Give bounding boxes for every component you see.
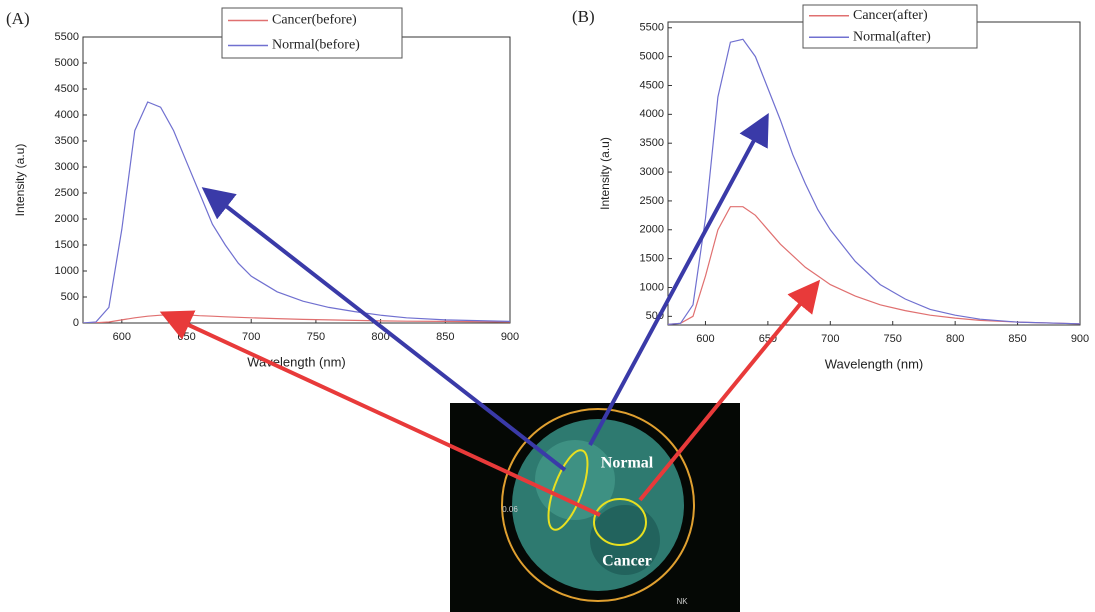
x-tick-label: 850 — [436, 331, 454, 343]
x-tick-label: 900 — [1071, 333, 1089, 345]
y-tick-label: 1000 — [55, 265, 79, 277]
legend-label: Cancer(before) — [272, 13, 357, 28]
y-tick-label: 4000 — [55, 109, 79, 121]
series-line — [668, 207, 1080, 325]
image-label: 0.06 — [502, 505, 518, 514]
x-tick-label: 700 — [821, 333, 839, 345]
figure: (A) 0 500 1000 1500 2000 2500 3000 3500 4000 4500 5… — [0, 0, 1095, 612]
x-tick-label: 900 — [501, 331, 519, 343]
image-label: Normal — [601, 455, 654, 472]
legend-label: Normal(before) — [272, 38, 360, 53]
y-tick-label: 3000 — [640, 166, 664, 178]
x-axis-label: Wavelength (nm) — [247, 354, 346, 369]
y-axis-label: Intensity (a.u) — [598, 137, 612, 210]
series-line — [83, 102, 510, 323]
legend-label: Normal(after) — [853, 29, 931, 44]
x-tick-label: 850 — [1008, 333, 1026, 345]
y-tick-label: 5500 — [55, 31, 79, 43]
series-line — [83, 315, 510, 323]
x-tick-label: 650 — [177, 331, 195, 343]
x-tick-label: 700 — [242, 331, 260, 343]
x-tick-label: 800 — [946, 333, 964, 345]
y-tick-label: 5500 — [640, 22, 664, 34]
y-tick-label: 5000 — [640, 51, 664, 63]
x-tick-label: 600 — [696, 333, 714, 345]
chart: (A) 0 500 1000 1500 2000 2500 3000 3500 4000 4500 5… — [6, 8, 519, 369]
arrow — [590, 120, 765, 445]
y-tick-label: 4500 — [640, 79, 664, 91]
x-axis-label: Wavelength (nm) — [825, 356, 924, 371]
y-tick-label: 3000 — [55, 161, 79, 173]
x-tick-label: 600 — [113, 331, 131, 343]
y-tick-label: 1500 — [640, 253, 664, 265]
y-tick-label: 3500 — [640, 137, 664, 149]
y-tick-label: 2000 — [640, 224, 664, 236]
panel-label: (B) — [572, 7, 595, 26]
y-tick-label: 500 — [61, 291, 79, 303]
x-tick-label: 750 — [884, 333, 902, 345]
y-tick-label: 2500 — [640, 195, 664, 207]
y-tick-label: 0 — [73, 317, 79, 329]
y-tick-label: 4000 — [640, 108, 664, 120]
y-tick-label: 3500 — [55, 135, 79, 147]
y-tick-label: 2000 — [55, 213, 79, 225]
image-label: NK — [676, 597, 688, 606]
y-tick-label: 5000 — [55, 57, 79, 69]
y-tick-label: 1000 — [640, 281, 664, 293]
x-tick-label: 750 — [307, 331, 325, 343]
y-tick-label: 4500 — [55, 83, 79, 95]
y-tick-label: 2500 — [55, 187, 79, 199]
panel-label: (A) — [6, 9, 30, 28]
image-label: Cancer — [602, 553, 652, 570]
y-axis-label: Intensity (a.u) — [13, 144, 27, 217]
y-tick-label: 1500 — [55, 239, 79, 251]
chart: (B)5001000150020002500300035004000450050… — [572, 5, 1089, 371]
plot-frame — [83, 37, 510, 323]
legend-label: Cancer(after) — [853, 8, 928, 23]
